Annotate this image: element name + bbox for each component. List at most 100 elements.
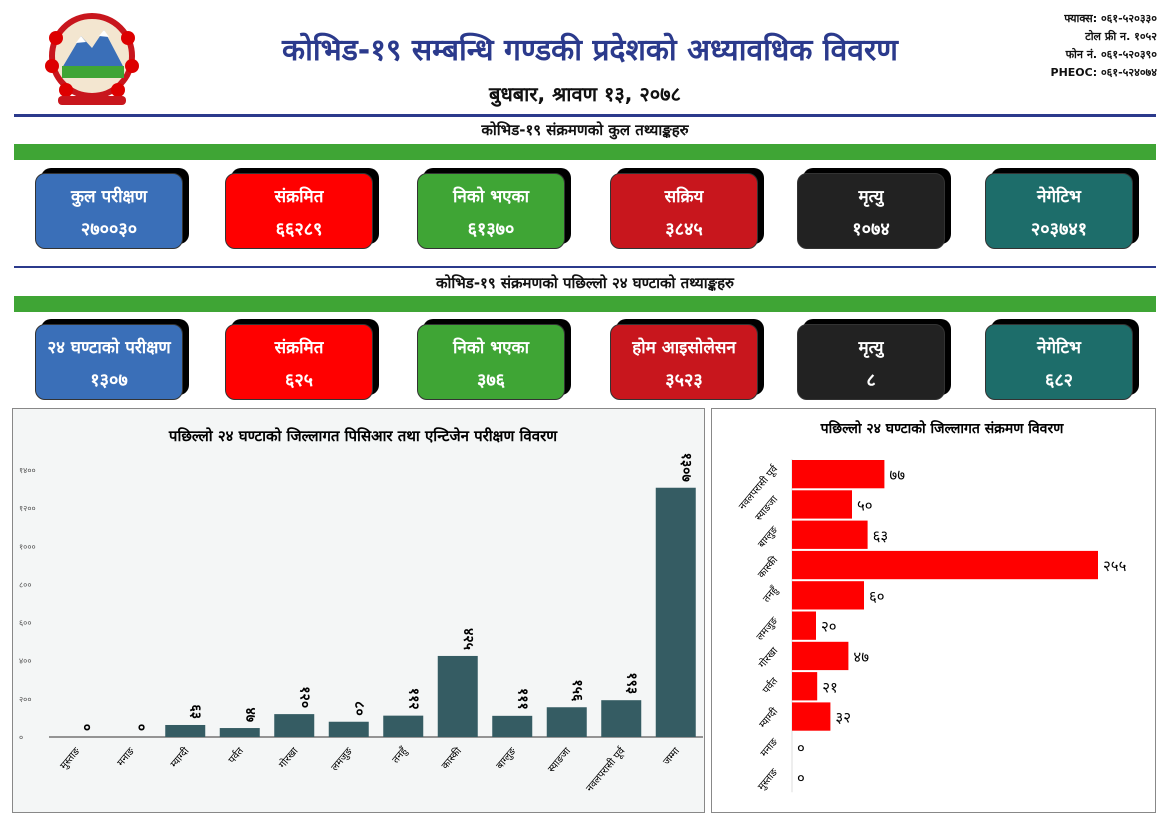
stat-value: ३७६ xyxy=(476,370,506,391)
green-band xyxy=(14,296,1156,312)
stat-card: मृत्यु ८ xyxy=(797,324,945,400)
stat-card: निको भएका ३७६ xyxy=(417,324,565,400)
y-tick-label: कास्की xyxy=(755,554,780,581)
stat-card: संक्रमित ६६२८९ xyxy=(225,173,373,249)
stat-label: कुल परीक्षण xyxy=(71,187,147,207)
stat-label: निको भएका xyxy=(452,338,530,358)
data-label: १११ xyxy=(514,688,530,710)
stat-card: सक्रिय ३८४५ xyxy=(610,173,758,249)
data-label: ४२५ xyxy=(460,628,476,650)
data-label: १२० xyxy=(296,686,312,708)
data-label: १९३ xyxy=(623,672,639,694)
bar xyxy=(792,611,816,640)
data-label: ५० xyxy=(857,496,873,514)
bar xyxy=(546,707,587,737)
bar xyxy=(792,520,868,549)
stat-card: नेगेटिभ ६८२ xyxy=(985,324,1133,400)
tests-chart-panel: पछिल्लो २४ घण्टाको जिल्लागत पिसिआर तथा ए… xyxy=(12,408,705,813)
phone: फोन नं. ०६१-५२०३९० xyxy=(1065,48,1157,61)
stat-value: २०३७४१ xyxy=(1030,219,1088,240)
y-tick-label: ४०० xyxy=(19,657,31,666)
y-tick-label: १००० xyxy=(19,542,36,551)
section-24h-heading: कोभिड-१९ संक्रमणको पछिल्लो २४ घण्टाको तथ… xyxy=(435,274,735,292)
bar xyxy=(792,490,852,519)
y-tick-label: २०० xyxy=(19,695,31,704)
x-tick-label: म्याग्दी xyxy=(168,745,192,770)
stat-label: सक्रिय xyxy=(664,187,704,207)
bar xyxy=(328,721,369,737)
chart-title: पछिल्लो २४ घण्टाको जिल्लागत संक्रमण विवर… xyxy=(820,420,1065,437)
bar xyxy=(437,655,478,737)
stat-card: २४ घण्टाको परीक्षण १३०७ xyxy=(35,324,183,400)
x-tick-label: स्याङजा xyxy=(546,746,573,775)
data-label: २० xyxy=(821,618,837,636)
bar xyxy=(792,702,831,731)
bar xyxy=(219,728,260,737)
data-label: ० xyxy=(78,724,94,731)
data-label: ६३ xyxy=(187,704,203,719)
y-tick-label: ६०० xyxy=(19,619,31,628)
data-label: २१ xyxy=(822,678,838,696)
data-label: ० xyxy=(797,739,805,757)
bar xyxy=(492,715,533,737)
x-tick-label: तनहुँ xyxy=(390,744,411,766)
y-tick-label: ८०० xyxy=(19,580,31,589)
contact-info: फ्याक्स: ०६१-५२०३३० टोल फ्री न. १०५२ फोन… xyxy=(1051,10,1157,82)
stat-card: मृत्यु १०७४ xyxy=(797,173,945,249)
fax: फ्याक्स: ०६१-५२०३३० xyxy=(1064,12,1157,25)
bar xyxy=(383,715,424,737)
page-title: कोभिड-१९ सम्बन्धि गण्डकी प्रदेशको अध्याव… xyxy=(282,33,898,68)
stat-label: निको भएका xyxy=(452,187,530,207)
data-label: ० xyxy=(133,724,149,731)
cases-chart-panel: पछिल्लो २४ घण्टाको जिल्लागत संक्रमण विवर… xyxy=(711,408,1156,813)
section-total-heading: कोभिड-१९ संक्रमणको कुल तथ्याङ्कहरु xyxy=(481,121,689,139)
x-tick-label: लमजुङ xyxy=(330,745,356,773)
stat-label: संक्रमित xyxy=(274,338,324,358)
data-label: ८० xyxy=(351,701,367,716)
x-tick-label: नवलपरासी पूर्व xyxy=(584,744,629,794)
nepal-emblem-logo xyxy=(45,13,139,105)
stat-card: निको भएका ६१३७० xyxy=(417,173,565,249)
stat-label: मृत्यु xyxy=(858,338,884,358)
y-tick-label: लमजुङ xyxy=(755,615,781,643)
stat-value: ६८२ xyxy=(1044,370,1074,391)
stat-card: कुल परीक्षण २७००३० xyxy=(35,173,183,249)
data-label: १३०७ xyxy=(678,453,694,482)
toll-free: टोल फ्री न. १०५२ xyxy=(1085,30,1157,43)
stat-card: नेगेटिभ २०३७४१ xyxy=(985,173,1133,249)
data-label: ७७ xyxy=(889,466,905,484)
y-tick-label: १४०० xyxy=(19,466,36,475)
stat-label: नेगेटिभ xyxy=(1037,338,1081,358)
stat-card: होम आइसोलेसन ३५२३ xyxy=(610,324,758,400)
data-label: ४७ xyxy=(242,707,258,722)
bar xyxy=(165,724,206,737)
stat-value: १०७४ xyxy=(852,219,890,240)
stat-label: मृत्यु xyxy=(858,187,884,207)
divider xyxy=(14,114,1156,117)
stat-label: नेगेटिभ xyxy=(1037,187,1081,207)
data-label: ० xyxy=(797,769,805,787)
cases-bar-chart: पछिल्लो २४ घण्टाको जिल्लागत संक्रमण विवर… xyxy=(736,420,1127,793)
y-tick-label: बाग्लुङ xyxy=(756,524,780,550)
x-tick-label: गोरखा xyxy=(277,745,301,771)
x-tick-label: मनाङ xyxy=(115,745,137,768)
data-label: ४७ xyxy=(853,648,869,666)
stat-value: ६१३७० xyxy=(467,219,515,240)
x-tick-label: बाग्लुङ xyxy=(495,745,519,771)
bar xyxy=(655,487,696,737)
y-tick-label: मनाङ xyxy=(759,736,781,759)
bar xyxy=(274,714,315,737)
y-tick-label: ० xyxy=(19,733,23,742)
bar xyxy=(792,581,864,610)
data-label: १५६ xyxy=(569,679,585,702)
bar xyxy=(601,700,642,737)
data-label: २५५ xyxy=(1103,557,1127,575)
data-label: ६३ xyxy=(873,527,889,545)
stat-value: ३५२३ xyxy=(665,370,703,391)
divider xyxy=(14,266,1156,268)
stat-value: ६२५ xyxy=(284,370,314,391)
y-tick-label: तनहुँ xyxy=(760,584,781,606)
x-tick-label: मुस्ताङ xyxy=(58,745,83,771)
bar xyxy=(792,460,885,489)
stat-value: ८ xyxy=(866,370,876,391)
